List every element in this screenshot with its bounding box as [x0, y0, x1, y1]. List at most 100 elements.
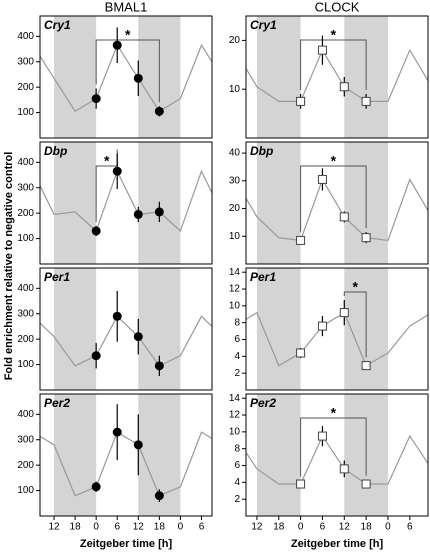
- data-point: [112, 427, 122, 437]
- y-tick-label: 6: [234, 334, 240, 345]
- night-shading: [54, 394, 97, 516]
- x-tick-label: 18: [70, 522, 82, 533]
- x-tick-label: 0: [298, 522, 304, 533]
- y-tick-label: 2: [234, 494, 240, 505]
- data-point: [112, 166, 122, 176]
- data-point: [154, 207, 164, 217]
- night-shading: [256, 394, 301, 516]
- panel-frame: [245, 393, 429, 517]
- y-tick-label: 10: [229, 231, 241, 242]
- column-title: BMAL1: [105, 0, 148, 14]
- y-tick-label: 30: [229, 175, 241, 186]
- significance-bracket: [300, 165, 367, 233]
- data-point: [317, 45, 327, 55]
- data-point: [296, 235, 306, 245]
- y-tick-label: 4: [234, 477, 240, 488]
- trend-line: [246, 178, 428, 242]
- panel: [40, 142, 212, 264]
- x-tick-label: 12: [133, 522, 145, 533]
- data-point: [339, 82, 349, 92]
- y-tick-label: 400: [17, 283, 34, 294]
- gene-label: Per2: [250, 396, 276, 410]
- significance-star: *: [331, 153, 337, 169]
- y-tick-label: 300: [17, 182, 34, 193]
- data-point: [317, 321, 327, 331]
- data-point: [296, 348, 306, 358]
- significance-star: *: [331, 27, 337, 43]
- y-tick-label: 400: [17, 31, 34, 42]
- panel: [40, 394, 212, 516]
- x-tick-label: 12: [48, 522, 60, 533]
- data-point: [154, 491, 164, 501]
- gene-label: Dbp: [44, 144, 67, 158]
- data-point: [112, 40, 122, 50]
- x-tick-label: 0: [93, 522, 99, 533]
- trend-line: [40, 43, 212, 113]
- y-tick-label: 100: [17, 107, 34, 118]
- y-tick-label: 400: [17, 409, 34, 420]
- trend-line: [40, 169, 212, 233]
- x-tick-label: 18: [361, 522, 373, 533]
- data-point: [133, 209, 143, 219]
- y-tick-label: 12: [229, 410, 241, 421]
- trend-line: [40, 431, 212, 497]
- night-shading: [256, 142, 301, 264]
- y-tick-label: 20: [229, 203, 241, 214]
- data-point: [91, 351, 101, 361]
- gene-label: Cry1: [44, 18, 71, 32]
- significance-star: *: [125, 27, 131, 43]
- x-tick-label: 6: [407, 522, 413, 533]
- x-axis-label: Zeitgeber time [h]: [80, 538, 173, 550]
- panel: [246, 16, 428, 138]
- data-point: [154, 106, 164, 116]
- panel-frame: [245, 267, 429, 391]
- data-point: [339, 212, 349, 222]
- trend-line: [246, 434, 428, 485]
- y-tick-label: 200: [17, 460, 34, 471]
- y-tick-label: 100: [17, 359, 34, 370]
- night-shading: [256, 16, 301, 138]
- trend-line: [40, 315, 212, 367]
- x-tick-label: 12: [251, 522, 263, 533]
- panel-frame: [39, 393, 213, 517]
- y-tick-label: 400: [17, 157, 34, 168]
- x-tick-label: 18: [154, 522, 166, 533]
- panel-frame: [245, 15, 429, 139]
- data-point: [317, 174, 327, 184]
- significance-star: *: [104, 153, 110, 169]
- y-tick-label: 100: [17, 485, 34, 496]
- data-point: [154, 361, 164, 371]
- y-tick-label: 300: [17, 308, 34, 319]
- data-point: [133, 73, 143, 83]
- panel-frame: [39, 267, 213, 391]
- x-tick-label: 18: [273, 522, 285, 533]
- data-point: [91, 482, 101, 492]
- gene-label: Cry1: [250, 18, 277, 32]
- data-point: [296, 479, 306, 489]
- y-tick-label: 4: [234, 351, 240, 362]
- data-point: [91, 94, 101, 104]
- y-tick-label: 8: [234, 443, 240, 454]
- panel-frame: [245, 141, 429, 265]
- y-tick-label: 10: [229, 301, 241, 312]
- y-tick-label: 200: [17, 82, 34, 93]
- panel: [40, 268, 212, 390]
- panel: [246, 268, 428, 390]
- gene-label: Per1: [44, 270, 70, 284]
- y-tick-label: 14: [229, 393, 241, 404]
- y-tick-label: 100: [17, 233, 34, 244]
- x-tick-label: 6: [199, 522, 205, 533]
- trend-line: [246, 48, 428, 102]
- y-tick-label: 40: [229, 148, 241, 159]
- y-tick-label: 300: [17, 56, 34, 67]
- data-point: [133, 440, 143, 450]
- data-point: [361, 96, 371, 106]
- y-tick-label: 20: [229, 35, 241, 46]
- data-point: [133, 332, 143, 342]
- x-axis-label: Zeitgeber time [h]: [291, 538, 384, 550]
- y-tick-label: 6: [234, 460, 240, 471]
- night-shading: [54, 268, 97, 390]
- data-point: [339, 308, 349, 318]
- column-title: CLOCK: [315, 0, 360, 14]
- gene-label: Dbp: [250, 144, 273, 158]
